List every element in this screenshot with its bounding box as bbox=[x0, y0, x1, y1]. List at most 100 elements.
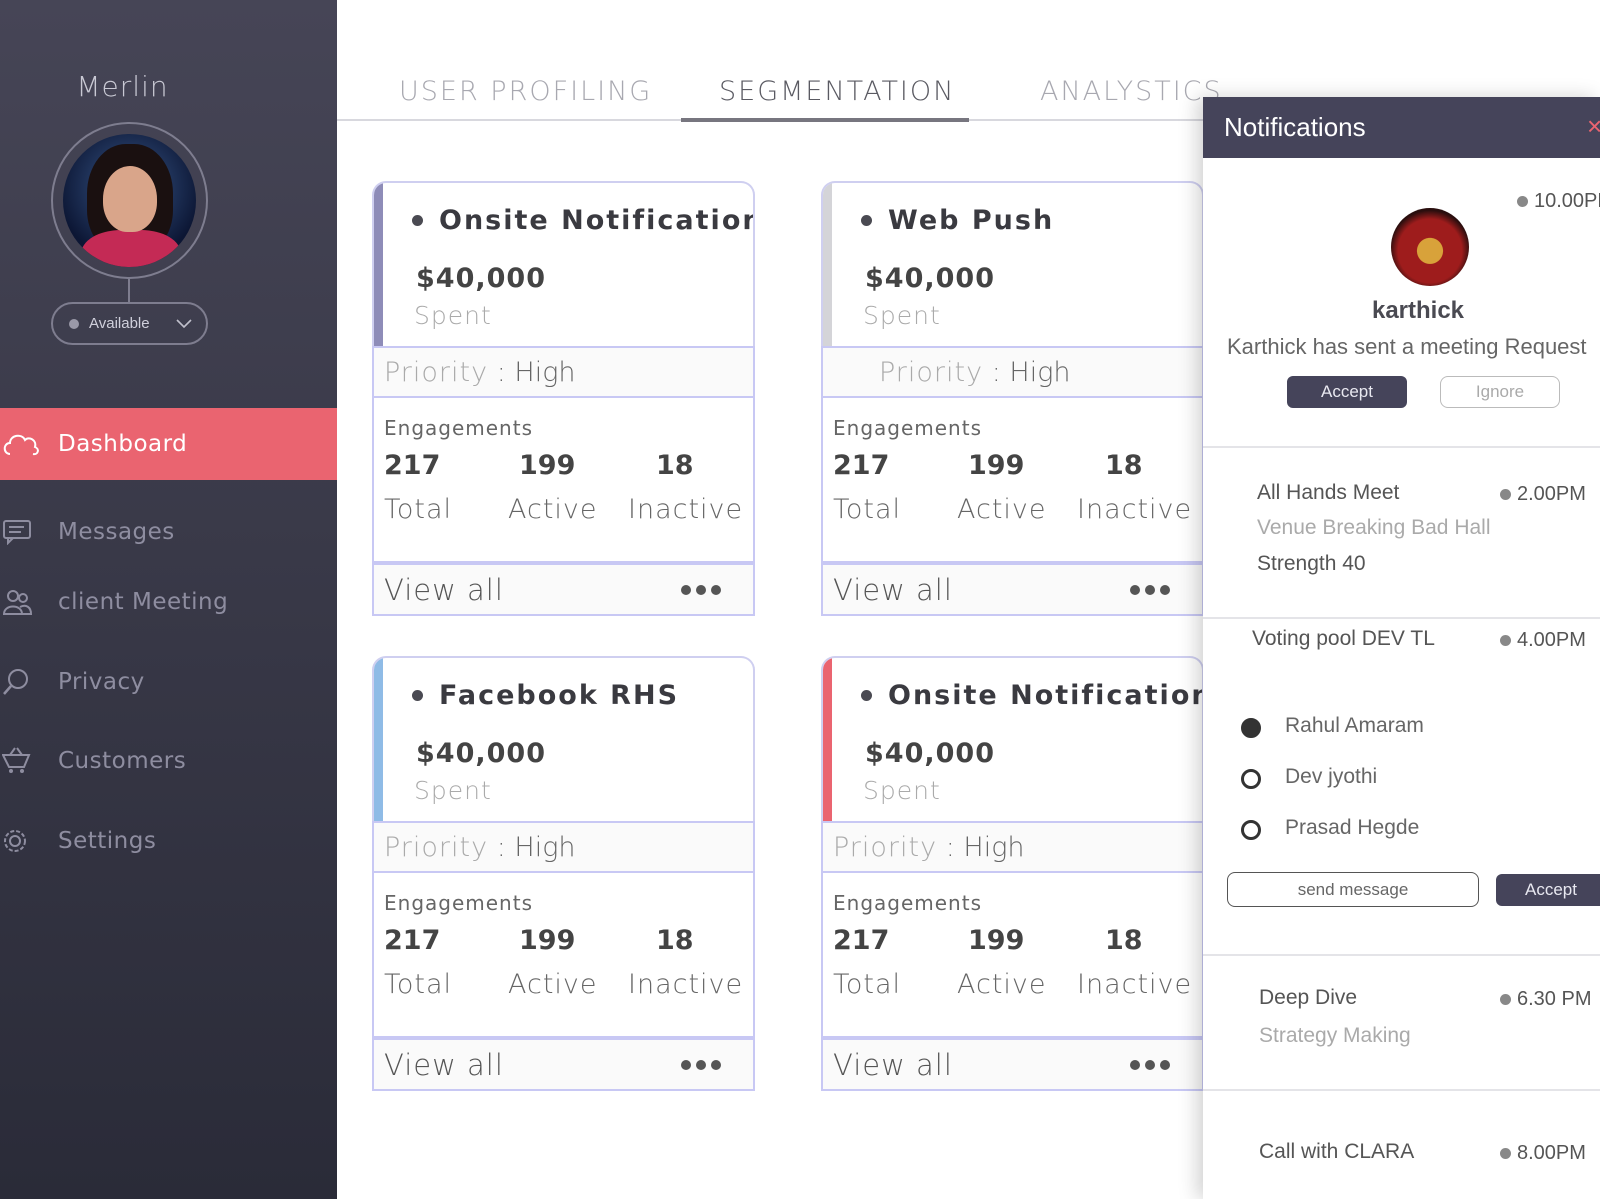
card-title-text: Web Push bbox=[888, 205, 1055, 236]
active-count: 199 bbox=[519, 450, 576, 481]
view-all-link[interactable]: View all bbox=[384, 572, 504, 607]
ignore-button[interactable]: Ignore bbox=[1440, 376, 1560, 408]
engagements-label: Engagements bbox=[833, 416, 982, 440]
card-header: Onsite Notification $40,000 Spent bbox=[372, 181, 755, 346]
requester-name: karthick bbox=[1371, 297, 1465, 324]
card-spent-label: Spent bbox=[414, 301, 492, 330]
divider bbox=[1203, 446, 1600, 448]
sidebar-item-client-meeting[interactable]: client Meeting bbox=[0, 566, 337, 638]
users-icon bbox=[0, 587, 58, 617]
sidebar-item-settings[interactable]: Settings bbox=[0, 805, 337, 877]
card-engagements: Engagements 217 199 18 Total Active Inac… bbox=[372, 873, 755, 1038]
card-spent-label: Spent bbox=[863, 301, 941, 330]
priority-value: High bbox=[514, 356, 576, 388]
close-icon[interactable]: × bbox=[1587, 111, 1600, 141]
view-all-link[interactable]: View all bbox=[833, 1047, 953, 1082]
sidebar-item-customers[interactable]: Customers bbox=[0, 725, 337, 797]
inactive-count: 18 bbox=[656, 450, 694, 481]
meet-strength: Strength 40 bbox=[1257, 552, 1366, 575]
accept-button[interactable]: Accept bbox=[1287, 376, 1407, 408]
card-header: Onsite Notification $40,000 Spent bbox=[821, 656, 1204, 821]
poll-title: Voting pool DEV TL bbox=[1252, 627, 1435, 650]
more-icon[interactable] bbox=[1130, 585, 1170, 595]
card-priority: Priority : High bbox=[372, 346, 755, 398]
poll-option[interactable]: Dev jyothi bbox=[1285, 765, 1378, 788]
active-label: Active bbox=[508, 969, 598, 1000]
notifications-title: Notifications bbox=[1224, 112, 1366, 142]
inactive-label: Inactive bbox=[628, 494, 744, 525]
divider bbox=[1203, 1089, 1600, 1091]
inactive-count: 18 bbox=[656, 925, 694, 956]
active-label: Active bbox=[957, 969, 1047, 1000]
poll-radio-selected[interactable] bbox=[1241, 718, 1261, 738]
status-dropdown[interactable]: Available bbox=[51, 302, 208, 345]
status-label: Available bbox=[89, 315, 150, 332]
priority-separator: : bbox=[991, 356, 1001, 388]
karthick-avatar[interactable] bbox=[1391, 208, 1469, 286]
campaign-card: Facebook RHS $40,000 Spent Priority : Hi… bbox=[372, 656, 755, 1091]
inactive-count: 18 bbox=[1105, 450, 1143, 481]
message-icon bbox=[0, 519, 58, 545]
request-time-text: 10.00PM bbox=[1534, 190, 1600, 212]
poll-option[interactable]: Rahul Amaram bbox=[1285, 714, 1424, 737]
tab-user-profiling[interactable]: USER PROFILING bbox=[399, 76, 653, 107]
total-count: 217 bbox=[833, 925, 890, 956]
view-all-link[interactable]: View all bbox=[833, 572, 953, 607]
bullet bbox=[412, 215, 423, 226]
priority-value: High bbox=[963, 831, 1025, 863]
card-accent-bar bbox=[374, 658, 383, 821]
tab-segmentation[interactable]: SEGMENTATION bbox=[719, 76, 956, 107]
status-dot bbox=[69, 318, 79, 329]
sidebar-item-dashboard[interactable]: Dashboard bbox=[0, 408, 337, 480]
view-all-link[interactable]: View all bbox=[384, 1047, 504, 1082]
card-title: Onsite Notification bbox=[412, 205, 753, 236]
priority-separator: : bbox=[496, 831, 506, 863]
poll-time-text: 4.00PM bbox=[1517, 629, 1586, 651]
bullet bbox=[861, 690, 872, 701]
inactive-label: Inactive bbox=[628, 969, 744, 1000]
poll-option[interactable]: Prasad Hegde bbox=[1285, 816, 1420, 839]
priority-label: Priority bbox=[833, 831, 938, 863]
card-engagements: Engagements 217 199 18 Total Active Inac… bbox=[821, 398, 1204, 563]
card-amount: $40,000 bbox=[865, 738, 995, 769]
divider bbox=[1203, 617, 1600, 619]
campaign-card: Onsite Notification $40,000 Spent Priori… bbox=[372, 181, 755, 616]
poll-accept-button[interactable]: Accept bbox=[1496, 874, 1600, 906]
inactive-count: 18 bbox=[1105, 925, 1143, 956]
cart-icon bbox=[0, 746, 58, 776]
card-priority: Priority : High bbox=[821, 821, 1204, 873]
tab-analytics[interactable]: ANALYSTICS bbox=[1040, 76, 1223, 107]
priority-value: High bbox=[1009, 356, 1071, 388]
view-all-row: View all bbox=[372, 563, 755, 616]
more-icon[interactable] bbox=[1130, 1060, 1170, 1070]
notifications-panel: Notifications × 10.00PM karthick Karthic… bbox=[1203, 97, 1600, 1199]
card-engagements: Engagements 217 199 18 Total Active Inac… bbox=[372, 398, 755, 563]
poll-radio[interactable] bbox=[1241, 769, 1261, 789]
more-icon[interactable] bbox=[681, 585, 721, 595]
card-accent-bar bbox=[823, 183, 832, 346]
avatar[interactable] bbox=[63, 134, 196, 267]
meet-time: 2.00PM bbox=[1500, 483, 1586, 506]
more-icon[interactable] bbox=[681, 1060, 721, 1070]
call-time-text: 8.00PM bbox=[1517, 1142, 1586, 1164]
avatar-body bbox=[81, 230, 181, 267]
sidebar-item-messages[interactable]: Messages bbox=[0, 496, 337, 568]
card-engagements: Engagements 217 199 18 Total Active Inac… bbox=[821, 873, 1204, 1038]
view-all-row: View all bbox=[372, 1038, 755, 1091]
card-amount: $40,000 bbox=[416, 738, 546, 769]
call-time: 8.00PM bbox=[1500, 1142, 1586, 1165]
card-spent-label: Spent bbox=[863, 776, 941, 805]
tab-active-indicator bbox=[681, 118, 969, 122]
meet-time-text: 2.00PM bbox=[1517, 483, 1586, 505]
send-message-button[interactable]: send message bbox=[1227, 872, 1479, 907]
total-label: Total bbox=[833, 969, 902, 1000]
meet-title: All Hands Meet bbox=[1257, 481, 1400, 504]
view-all-row: View all bbox=[821, 1038, 1204, 1091]
sidebar-item-privacy[interactable]: Privacy bbox=[0, 646, 337, 718]
avatar-ring bbox=[51, 122, 208, 279]
poll-time: 4.00PM bbox=[1500, 629, 1586, 652]
sidebar-item-label: Settings bbox=[58, 828, 157, 854]
deep-dive-time-text: 6.30 PM bbox=[1517, 988, 1592, 1010]
cloud-icon bbox=[0, 428, 58, 460]
poll-radio[interactable] bbox=[1241, 820, 1261, 840]
